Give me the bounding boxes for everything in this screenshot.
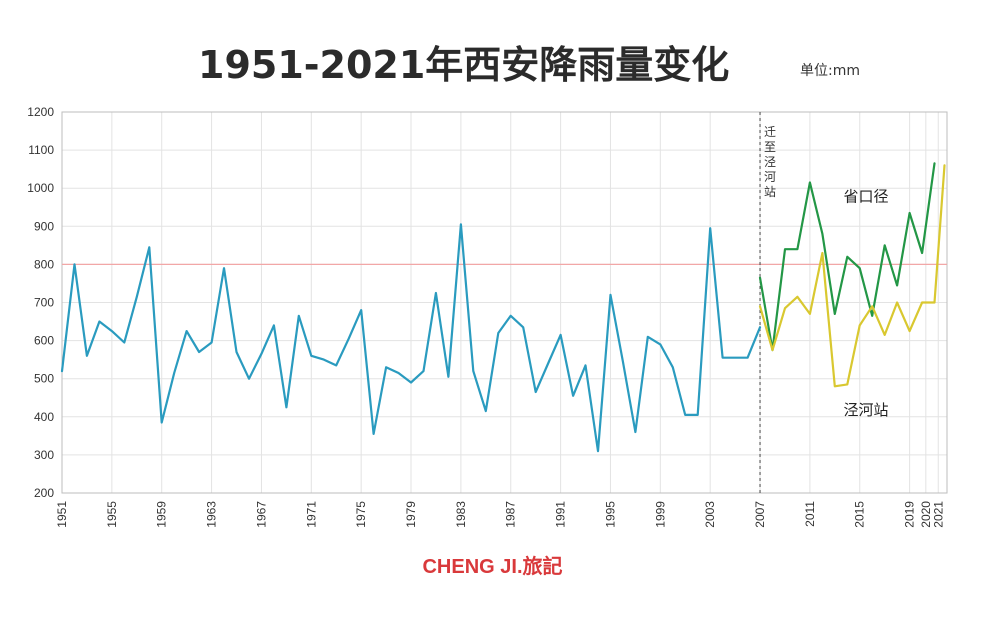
- x-tick-label: 1951: [55, 501, 69, 528]
- y-tick-label: 500: [34, 372, 54, 386]
- y-tick-label: 1100: [28, 143, 54, 157]
- title-row: 1951-2021年西安降雨量变化 单位:mm: [0, 26, 985, 87]
- x-tick-label: 1991: [554, 501, 568, 528]
- x-tick-label: 1967: [254, 501, 268, 528]
- x-tick-label: 2021: [931, 501, 945, 528]
- x-tick-label: 1983: [454, 501, 468, 528]
- x-tick-label: 2007: [753, 501, 767, 528]
- x-tick-label: 1971: [304, 501, 318, 528]
- y-tick-label: 700: [34, 296, 54, 310]
- chart-title: 1951-2021年西安降雨量变化: [198, 43, 730, 87]
- series-line-0: [60, 223, 762, 453]
- x-tick-label: 1963: [205, 501, 219, 528]
- x-tick-label: 1975: [354, 501, 368, 528]
- y-tick-label: 1200: [27, 105, 54, 119]
- unit-label: 单位:mm: [800, 63, 860, 79]
- x-tick-label: 2020: [919, 501, 933, 528]
- relocation-marker-label-char: 站: [764, 185, 776, 199]
- x-tick-label: 1999: [653, 501, 667, 528]
- series-line-2: [758, 164, 946, 388]
- relocation-marker-label-char: 河: [764, 170, 776, 184]
- x-tick-label: 2003: [703, 501, 717, 528]
- y-tick-label: 800: [34, 257, 54, 271]
- relocation-marker-label-char: 迁: [764, 125, 776, 139]
- y-tick-label: 600: [34, 334, 54, 348]
- x-tick-label: 2019: [903, 501, 917, 528]
- x-tick-label: 2011: [803, 501, 817, 527]
- series-label: 泾河站: [843, 401, 888, 419]
- y-tick-label: 900: [34, 219, 54, 233]
- x-tick-label: 1995: [603, 501, 617, 528]
- x-tick-label: 1987: [504, 501, 518, 528]
- relocation-marker-label-char: 至: [764, 140, 776, 154]
- y-tick-label: 300: [34, 448, 54, 462]
- y-tick-label: 200: [34, 486, 54, 500]
- x-tick-label: 1959: [155, 501, 169, 528]
- plot-frame: [61, 111, 948, 494]
- series-line-1: [758, 162, 936, 352]
- x-tick-label: 2015: [853, 501, 867, 528]
- y-tick-label: 1000: [27, 181, 54, 195]
- relocation-marker-label-char: 泾: [764, 155, 776, 169]
- series-label: 省口径: [843, 188, 888, 206]
- x-tick-label: 1955: [105, 501, 119, 528]
- y-tick-label: 400: [34, 410, 54, 424]
- x-tick-label: 1979: [404, 501, 418, 528]
- brand-logo: CHENG JI.旅記: [422, 556, 563, 578]
